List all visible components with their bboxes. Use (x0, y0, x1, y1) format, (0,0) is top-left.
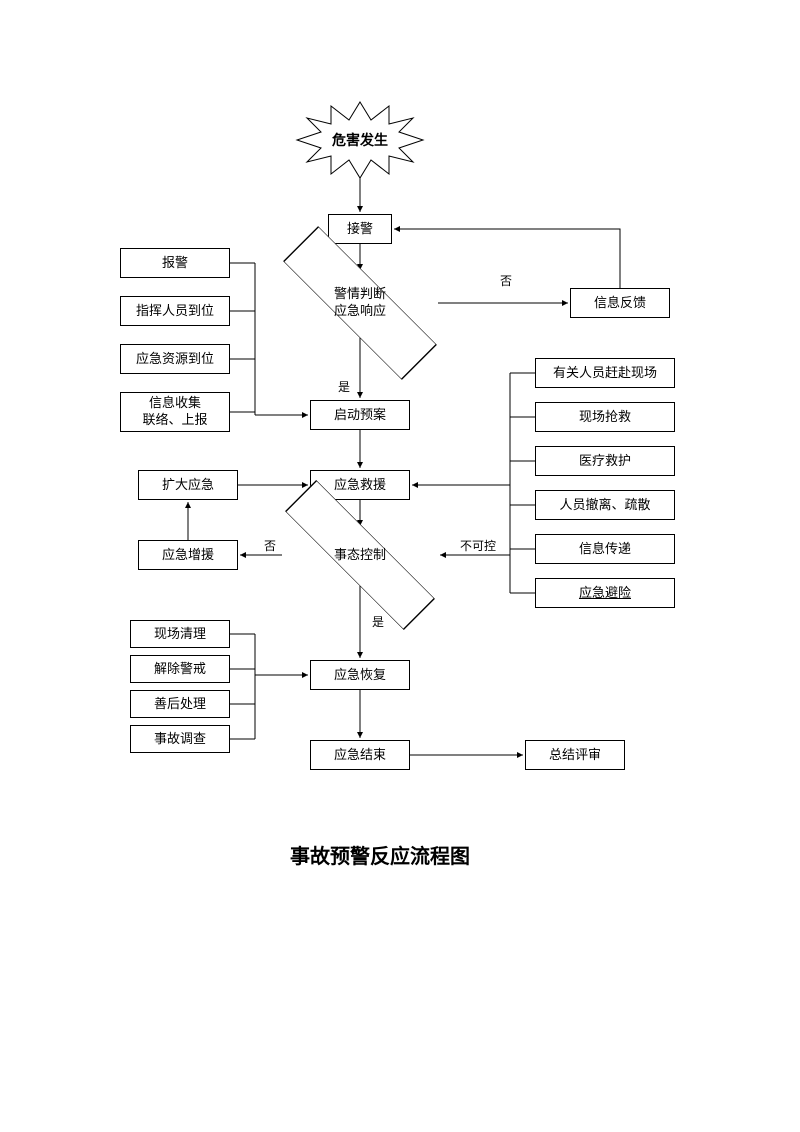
edge-label-no1: 否 (498, 272, 514, 289)
edge-label-no2: 否 (262, 537, 278, 554)
node-label: 现场抢救 (579, 409, 631, 426)
node-label: 事故调查 (154, 731, 206, 748)
node-l2: 指挥人员到位 (120, 296, 230, 326)
node-label: 接警 (347, 221, 373, 238)
starburst-hazard: 危害发生 (295, 100, 425, 180)
node-recover: 应急恢复 (310, 660, 410, 690)
diagram-title: 事故预警反应流程图 (290, 840, 470, 869)
node-review: 总结评审 (525, 740, 625, 770)
node-label: 现场清理 (154, 626, 206, 643)
node-r6: 应急避险 (535, 578, 675, 608)
node-label: 应急资源到位 (136, 351, 214, 368)
node-l1: 报警 (120, 248, 230, 278)
node-label: 启动预案 (334, 407, 386, 424)
node-l4: 信息收集联络、上报 (120, 392, 230, 432)
node-label: 应急恢复 (334, 667, 386, 684)
node-label: 扩大应急 (162, 477, 214, 494)
node-label: 解除警戒 (154, 661, 206, 678)
node-label: 报警 (162, 255, 188, 272)
node-expand: 扩大应急 (138, 470, 238, 500)
node-label: 应急救援 (334, 477, 386, 494)
node-c3: 善后处理 (130, 690, 230, 718)
decision-label: 事态控制 (334, 547, 386, 562)
node-label: 信息反馈 (594, 295, 646, 312)
node-feedback: 信息反馈 (570, 288, 670, 318)
node-r4: 人员撤离、疏散 (535, 490, 675, 520)
node-c1: 现场清理 (130, 620, 230, 648)
node-l3: 应急资源到位 (120, 344, 230, 374)
node-c4: 事故调查 (130, 725, 230, 753)
flowchart-canvas: 危害发生 接警 信息反馈 警情判断应急响应 启动预案 应急救援 事态控制 应急恢… (0, 0, 800, 1132)
node-label: 应急增援 (162, 547, 214, 564)
node-label: 应急结束 (334, 747, 386, 764)
node-label: 应急避险 (579, 585, 631, 602)
edge-label-yes1: 是 (336, 378, 352, 395)
node-end: 应急结束 (310, 740, 410, 770)
node-r3: 医疗救护 (535, 446, 675, 476)
node-label: 医疗救护 (579, 453, 631, 470)
node-reinforce: 应急增援 (138, 540, 238, 570)
node-receive: 接警 (328, 214, 392, 244)
node-label: 人员撤离、疏散 (559, 497, 650, 514)
node-label: 善后处理 (154, 696, 206, 713)
decision-judge: 警情判断应急响应 (300, 258, 420, 348)
starburst-label: 危害发生 (332, 130, 388, 150)
edge-label-uncontrol: 不可控 (458, 537, 498, 554)
node-start-plan: 启动预案 (310, 400, 410, 430)
decision-control: 事态控制 (300, 515, 420, 595)
decision-label-2: 应急响应 (334, 303, 386, 318)
node-label: 总结评审 (549, 747, 601, 764)
edge-label-yes2: 是 (370, 613, 386, 630)
node-r2: 现场抢救 (535, 402, 675, 432)
node-label: 指挥人员到位 (136, 303, 214, 320)
node-r5: 信息传递 (535, 534, 675, 564)
node-c2: 解除警戒 (130, 655, 230, 683)
node-label: 信息收集联络、上报 (142, 395, 207, 429)
node-r1: 有关人员赶赴现场 (535, 358, 675, 388)
decision-label-1: 警情判断 (334, 286, 386, 301)
node-label: 信息传递 (579, 541, 631, 558)
node-label: 有关人员赶赴现场 (553, 365, 657, 382)
